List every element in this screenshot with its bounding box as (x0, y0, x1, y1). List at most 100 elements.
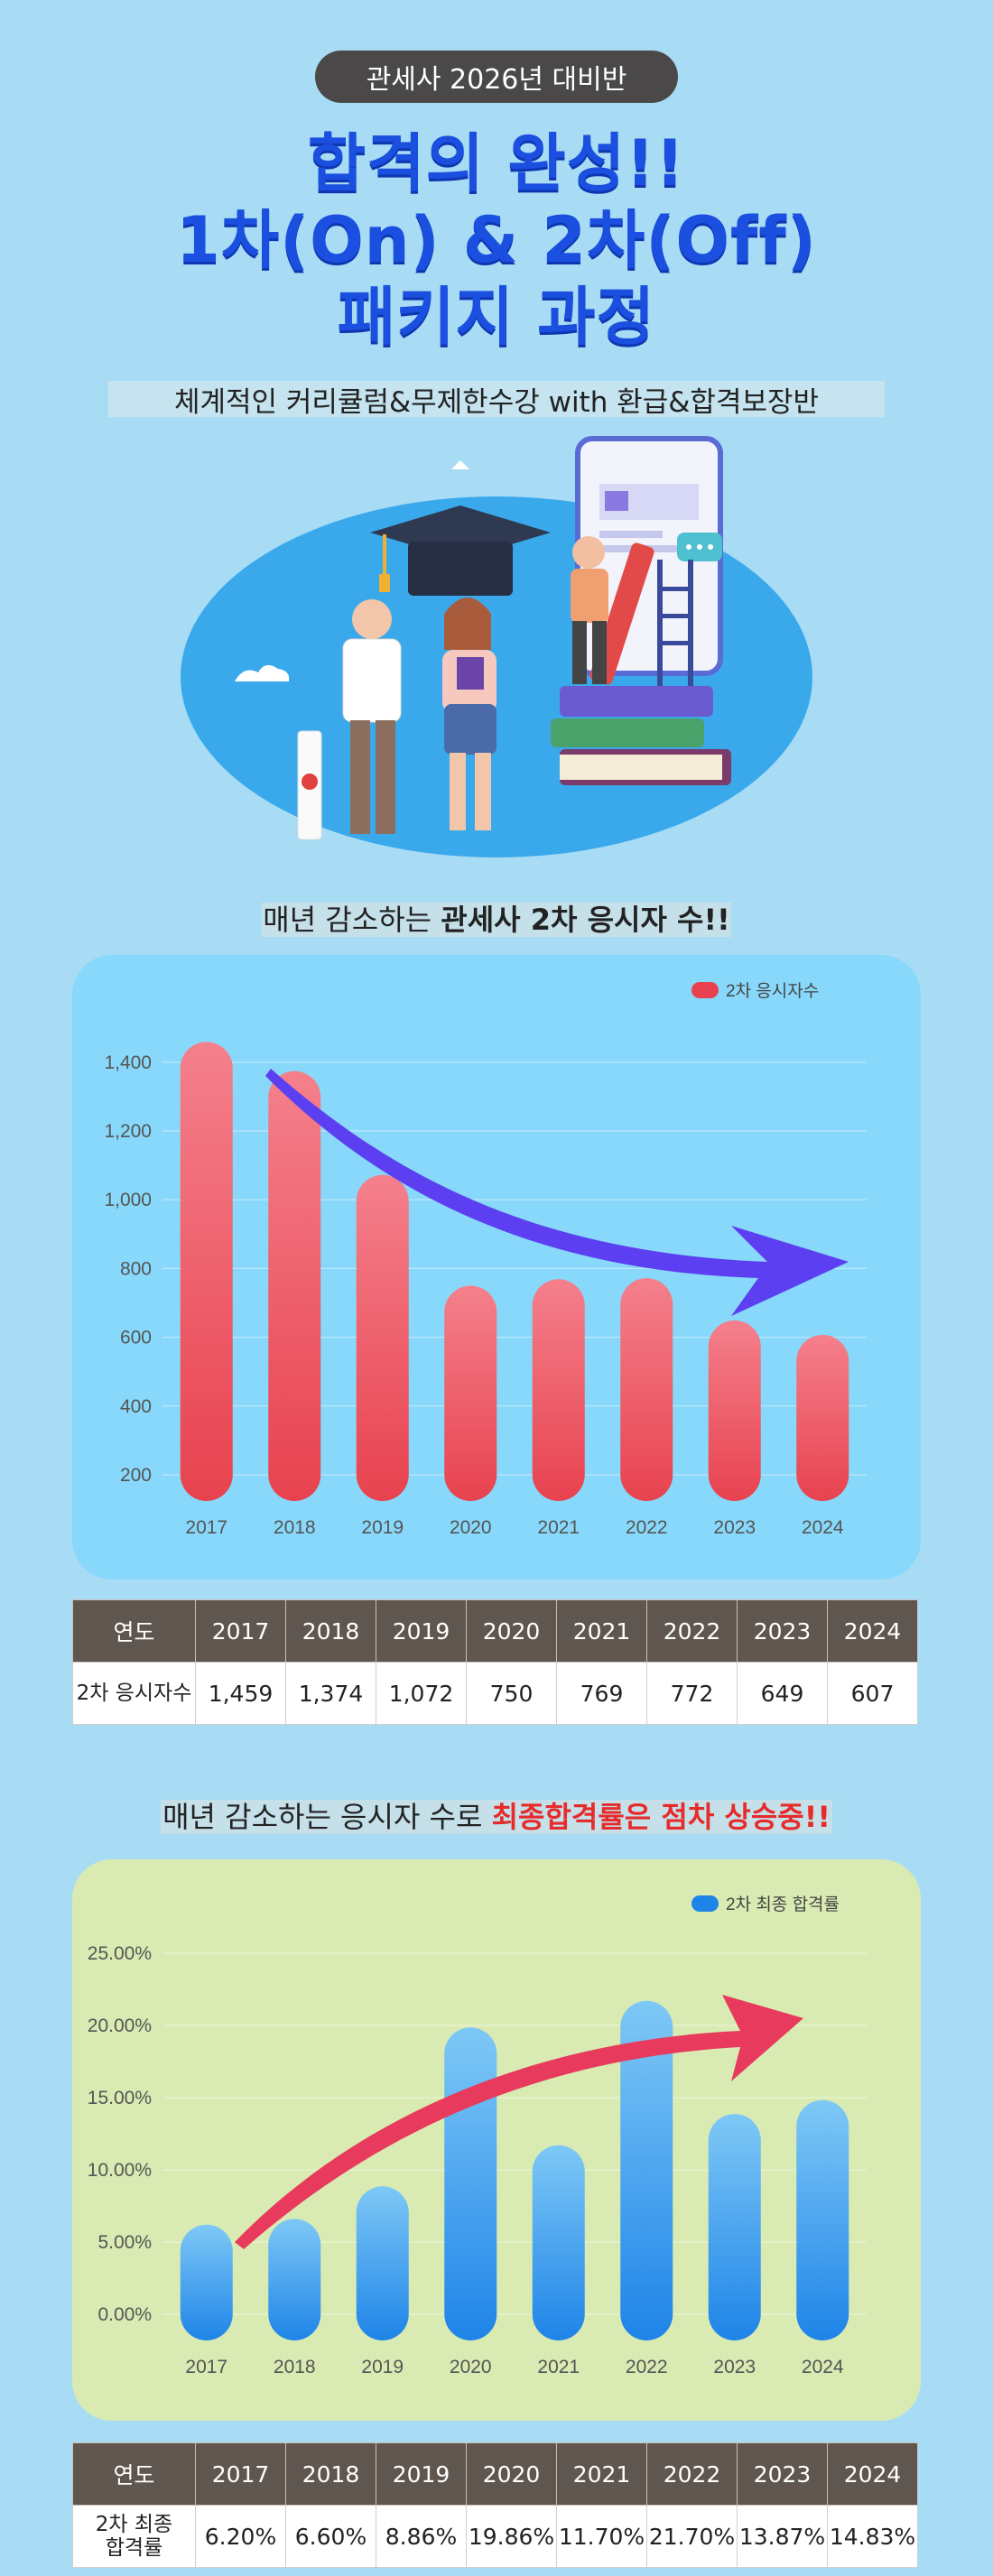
subtitle: 체계적인 커리큘럼&무제한수강 with 환급&합격보장반 (173, 386, 820, 419)
row-label-line-1: 2차 최종 (95, 2513, 173, 2536)
table-cell: 19.86% (466, 2505, 557, 2568)
bar (444, 2027, 497, 2340)
table-row-label: 2차 최종 합격률 (72, 2505, 196, 2568)
y-tick-label: 1,400 (104, 1052, 152, 1073)
table-cell: 11.70% (556, 2505, 647, 2568)
table-header-row: 연도 2017 2018 2019 2020 2021 2022 2023 20… (72, 1599, 918, 1663)
table-year: 2020 (466, 1599, 557, 1663)
y-tick-label: 800 (120, 1258, 152, 1279)
y-tick-label: 200 (120, 1465, 152, 1486)
table-year: 2019 (376, 1599, 467, 1663)
y-tick-label: 20.00% (88, 2015, 152, 2036)
table-cell: 649 (737, 1662, 828, 1725)
x-tick-label: 2024 (802, 2357, 844, 2377)
applicants-chart: 200 400 600 800 1,000 1,200 1,400 2017 2018 2019 2… (104, 981, 867, 1538)
y-tick-label: 400 (120, 1396, 152, 1417)
bar (180, 2224, 233, 2340)
x-tick-label: 2018 (274, 1517, 316, 1538)
x-tick-label: 2024 (802, 1517, 844, 1538)
y-tick-label: 25.00% (88, 1943, 152, 1964)
x-tick-label: 2023 (713, 2357, 756, 2377)
table-header-label: 연도 (72, 1599, 196, 1663)
x-tick-label: 2020 (450, 1517, 492, 1538)
bar (620, 1278, 673, 1501)
table-header-label: 연도 (72, 2442, 196, 2506)
table-cell: 21.70% (646, 2505, 738, 2568)
table-year: 2022 (646, 2442, 738, 2506)
pass-rate-table: 연도 2017 2018 2019 2020 2021 2022 2023 20… (72, 2442, 918, 2568)
bar (708, 1320, 761, 1501)
trend-arrow (235, 1995, 803, 2249)
section1-highlight (262, 903, 731, 937)
y-tick-label: 1,000 (104, 1190, 152, 1210)
headline-line-1: 합격의 완성!! (307, 126, 686, 200)
bar (268, 2219, 321, 2340)
section2-highlight (161, 1800, 832, 1834)
bar (620, 2000, 673, 2340)
table-year: 2022 (646, 1599, 738, 1663)
legend-swatch (691, 982, 719, 998)
table-cell: 772 (646, 1662, 738, 1725)
bar (356, 1174, 409, 1501)
table-cell: 8.86% (376, 2505, 467, 2568)
legend-swatch (691, 1895, 719, 1912)
table-cell: 13.87% (737, 2505, 828, 2568)
table-year: 2021 (556, 1599, 647, 1663)
y-tick-label: 0.00% (97, 2304, 152, 2325)
table-year: 2023 (737, 1599, 828, 1663)
table-row: 2차 응시자수 1,459 1,374 1,072 750 769 772 64… (72, 1662, 918, 1725)
table-row-label: 2차 응시자수 (72, 1662, 196, 1725)
x-tick-label: 2018 (274, 2357, 316, 2377)
table-year: 2018 (285, 2442, 376, 2506)
pass-rate-chart: 0.00% 5.00% 10.00% 15.00% 20.00% 25.00% 2017 20… (88, 1895, 867, 2377)
y-tick-label: 5.00% (97, 2232, 152, 2253)
bar (708, 2114, 761, 2340)
applicants-chart-panel: 200 400 600 800 1,000 1,200 1,400 2017 2018 2019 2… (72, 955, 921, 1580)
headline-line-2: 1차(On) & 2차(Off) (176, 203, 817, 277)
y-tick-label: 10.00% (88, 2160, 152, 2181)
table-year: 2017 (195, 2442, 286, 2506)
row-label-line-2: 합격률 (105, 2536, 163, 2560)
pass-rate-chart-panel: 0.00% 5.00% 10.00% 15.00% 20.00% 25.00% 2017 20… (72, 1859, 921, 2421)
x-tick-label: 2021 (537, 1517, 580, 1538)
bar (532, 1279, 585, 1501)
bar (444, 1285, 497, 1501)
table-year: 2017 (195, 1599, 286, 1663)
bar (532, 2145, 585, 2340)
x-tick-label: 2020 (450, 2357, 492, 2377)
section2-heading-prefix: 매년 감소하는 응시자 수로 (162, 1800, 492, 1834)
table-cell: 607 (827, 1662, 918, 1725)
x-tick-label: 2019 (361, 1517, 404, 1538)
table-cell: 6.60% (285, 2505, 376, 2568)
x-tick-label: 2017 (185, 2357, 227, 2377)
x-tick-label: 2022 (626, 1517, 668, 1538)
table-year: 2024 (827, 2442, 918, 2506)
y-tick-label: 1,200 (104, 1121, 152, 1142)
table-year: 2019 (376, 2442, 467, 2506)
table-cell: 14.83% (827, 2505, 918, 2568)
applicants-table: 연도 2017 2018 2019 2020 2021 2022 2023 20… (72, 1599, 918, 1725)
table-cell: 6.20% (195, 2505, 286, 2568)
section1-heading-bold: 관세사 2차 응시자 수!! (441, 903, 730, 937)
table-year: 2018 (285, 1599, 376, 1663)
table-year: 2023 (737, 2442, 828, 2506)
table-cell: 1,374 (285, 1662, 376, 1725)
table-year: 2020 (466, 2442, 557, 2506)
bar (796, 1334, 849, 1501)
y-tick-label: 15.00% (88, 2088, 152, 2108)
bar (180, 1042, 233, 1501)
table-cell: 1,072 (376, 1662, 467, 1725)
x-tick-label: 2023 (713, 1517, 756, 1538)
x-tick-label: 2017 (185, 1517, 227, 1538)
table-year: 2024 (827, 1599, 918, 1663)
bar (268, 1070, 321, 1501)
bar (796, 2099, 849, 2340)
section2-heading-red: 최종합격률은 점차 상승중!! (491, 1800, 831, 1834)
legend-label: 2차 응시자수 (726, 981, 819, 1001)
year-badge: 관세사 2026년 대비반 (315, 51, 678, 103)
legend-label: 2차 최종 합격률 (726, 1895, 840, 1914)
graduation-illustration (181, 436, 812, 857)
x-tick-label: 2021 (537, 2357, 580, 2377)
table-cell: 1,459 (195, 1662, 286, 1725)
table-cell: 769 (556, 1662, 647, 1725)
